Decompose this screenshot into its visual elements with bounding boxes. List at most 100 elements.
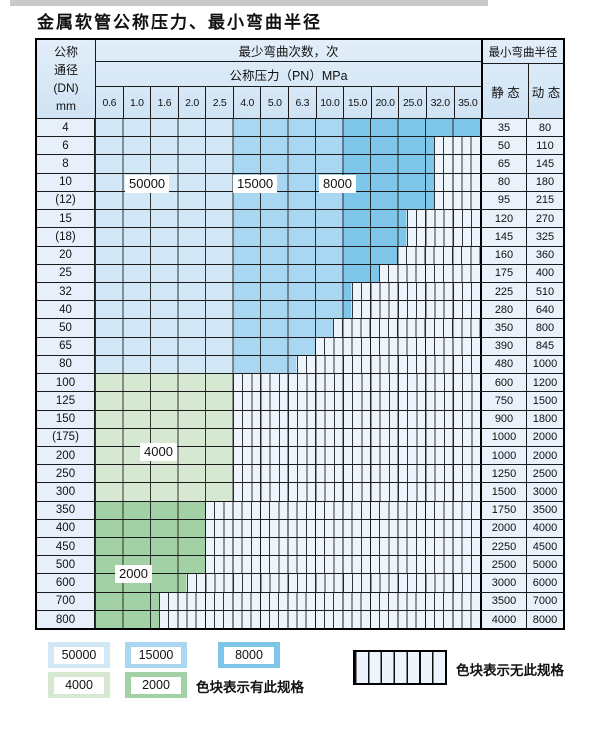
pressure-header: 公称压力（PN）MPa [96, 62, 481, 87]
table-row: 300 1500 3000 [37, 483, 563, 502]
column-gridlines [95, 556, 480, 574]
column-gridlines [95, 519, 480, 538]
column-gridlines [95, 428, 480, 446]
dynamic-radius-cell: 5000 [527, 556, 563, 574]
dn-cell: 10 [37, 173, 95, 191]
column-gridlines [95, 574, 480, 592]
cycle-count-label: 4000 [140, 443, 177, 461]
dn-cell: 15 [37, 210, 95, 228]
column-gridlines [95, 446, 480, 465]
dynamic-radius-cell: 2000 [527, 428, 563, 446]
dynamic-radius-cell: 1500 [527, 392, 563, 410]
column-gridlines [95, 137, 480, 155]
dn-cell: 400 [37, 519, 95, 538]
dynamic-radius-cell: 270 [527, 210, 563, 228]
hose-spec-table: 公称 通径 (DN) mm 最少弯曲次数，次 公称压力（PN）MPa 0.6 1.… [35, 38, 565, 630]
pressure-value-cell: 1.0 [124, 87, 152, 118]
pressure-spec-cells [95, 246, 482, 264]
dn-header-line: 公称 [53, 45, 78, 59]
static-radius-cell: 65 [482, 155, 527, 173]
pressure-value-cell: 20.0 [372, 87, 400, 118]
table-row: 500 2500 5000 [37, 556, 563, 575]
column-gridlines [95, 282, 480, 301]
dynamic-radius-cell: 1200 [527, 374, 563, 392]
table-row: 80 480 1000 [37, 355, 563, 375]
dn-cell: 450 [37, 538, 95, 556]
column-gridlines [95, 355, 480, 374]
pressure-value-cell: 1.6 [151, 87, 179, 118]
page-title: 金属软管公称压力、最小弯曲半径 [37, 13, 322, 33]
legend-swatch-2000: 2000 [125, 672, 187, 698]
pressure-spec-cells [95, 574, 482, 592]
static-radius-cell: 900 [482, 410, 527, 428]
dynamic-radius-cell: 360 [527, 246, 563, 264]
dynamic-radius-cell: 2000 [527, 446, 563, 465]
static-dynamic-header-row: 静 态 动 态 [483, 64, 563, 118]
pressure-spec-cells [95, 465, 482, 483]
table-row: 150 900 1800 [37, 410, 563, 429]
table-row: 250 1250 2500 [37, 465, 563, 484]
table-row: 4 35 80 [37, 119, 563, 138]
table-row: 8 65 145 [37, 155, 563, 174]
pressure-spec-cells [95, 428, 482, 446]
pressure-spec-cells [95, 264, 482, 282]
dn-cell: 20 [37, 246, 95, 264]
static-radius-cell: 4000 [482, 610, 527, 629]
legend-swatch-label: 4000 [54, 676, 104, 694]
column-gridlines [95, 155, 480, 173]
dn-header-line: mm [56, 99, 76, 113]
table-row: 15 120 270 [37, 210, 563, 229]
dn-cell: (175) [37, 428, 95, 446]
dn-cell: 4 [37, 119, 95, 137]
pressure-spec-cells [95, 191, 482, 210]
table-row: (18) 145 325 [37, 228, 563, 247]
legend-swatch-label: 8000 [224, 646, 274, 664]
dynamic-radius-cell: 800 [527, 319, 563, 337]
column-gridlines [95, 410, 480, 428]
legend-swatch-50000: 50000 [48, 642, 110, 668]
legend-swatch-label: 15000 [131, 646, 181, 664]
bend-cycles-header: 最少弯曲次数，次 [96, 40, 481, 62]
pressure-value-cell: 35.0 [458, 96, 478, 109]
dynamic-radius-cell: 4500 [527, 538, 563, 556]
static-radius-cell: 1750 [482, 501, 527, 519]
pressure-value-cell: 4.0 [234, 87, 262, 118]
dn-header-cell: 公称 通径 (DN) mm [37, 40, 96, 118]
table-row: 32 225 510 [37, 282, 563, 302]
legend-swatch-4000: 4000 [48, 672, 110, 698]
cycle-count-label: 50000 [125, 175, 170, 193]
dn-cell: 300 [37, 483, 95, 501]
pressure-spec-cells [95, 155, 482, 173]
dn-cell: 150 [37, 410, 95, 428]
static-radius-cell: 225 [482, 282, 527, 301]
column-gridlines [95, 301, 480, 319]
dynamic-radius-cell: 2500 [527, 465, 563, 483]
dynamic-radius-cell: 6000 [527, 574, 563, 592]
dn-cell: 100 [37, 374, 95, 392]
pressure-spec-cells [95, 337, 482, 355]
static-radius-cell: 600 [482, 374, 527, 392]
column-gridlines [95, 610, 480, 629]
dn-cell: 500 [37, 556, 95, 574]
table-header: 公称 通径 (DN) mm 最少弯曲次数，次 公称压力（PN）MPa 0.6 1.… [37, 40, 563, 118]
static-radius-cell: 3000 [482, 574, 527, 592]
pressure-spec-cells [95, 410, 482, 428]
static-radius-cell: 175 [482, 264, 527, 282]
dynamic-radius-cell: 80 [527, 119, 563, 137]
dynamic-radius-cell: 510 [527, 282, 563, 301]
pressure-value-cell: 5.0 [261, 87, 290, 118]
pressure-spec-cells [95, 210, 482, 228]
pressure-spec-cells [95, 282, 482, 301]
static-radius-cell: 2500 [482, 556, 527, 574]
pressure-spec-cells [95, 319, 482, 337]
static-radius-cell: 35 [482, 119, 527, 137]
dn-cell: 25 [37, 264, 95, 282]
dynamic-radius-cell: 4000 [527, 519, 563, 538]
legend-no-spec-text: 色块表示无此规格 [456, 663, 564, 678]
table-row: 350 1750 3500 [37, 501, 563, 520]
pressure-value-cell: 2.0 [179, 87, 207, 118]
dynamic-header-cell: 动 态 [531, 85, 561, 100]
pressure-spec-cells [95, 374, 482, 392]
cycle-count-label: 15000 [233, 175, 278, 193]
